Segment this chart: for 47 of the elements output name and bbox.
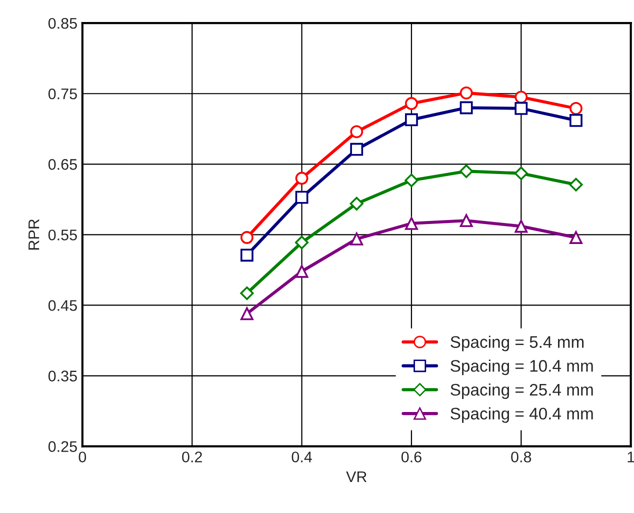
x-axis-title: VR	[346, 472, 367, 482]
x-tick-label: 0.8	[511, 452, 532, 462]
point	[240, 248, 254, 262]
point	[240, 307, 254, 320]
point	[405, 113, 418, 126]
y-tick-label: 0.85	[48, 18, 77, 29]
point	[570, 114, 582, 127]
legend-label: Spacing = 10.4 mm	[450, 360, 593, 376]
point	[240, 231, 254, 244]
point	[295, 190, 308, 204]
y-tick-label: 0.65	[48, 159, 77, 170]
y-axis-title: RPR	[28, 219, 40, 250]
point	[514, 220, 528, 233]
point	[350, 196, 364, 210]
x-tick-label: 0.4	[292, 452, 312, 462]
y-tick-label: 0.55	[48, 230, 77, 240]
point	[350, 142, 364, 156]
point	[404, 174, 418, 188]
legend-label: Spacing = 25.4 mm	[450, 383, 593, 399]
y-tick-label: 0.45	[48, 300, 77, 311]
point	[295, 264, 308, 278]
x-tick-label: 0.6	[401, 452, 422, 462]
legend-label: Spacing = 5.4 mm	[450, 336, 584, 352]
point	[460, 101, 473, 114]
point	[514, 90, 528, 104]
point	[405, 97, 418, 110]
point	[514, 102, 528, 115]
point	[295, 172, 308, 185]
point	[405, 216, 418, 230]
point	[350, 232, 364, 246]
legend-label: Spacing = 40.4 mm	[450, 407, 593, 423]
point	[570, 102, 582, 115]
x-tick-label: 0	[78, 452, 86, 462]
point	[514, 166, 528, 180]
y-tick-label: 0.35	[48, 370, 77, 382]
point	[294, 236, 309, 250]
x-tick-label: 1	[628, 452, 634, 462]
point	[460, 164, 474, 178]
point	[240, 286, 254, 300]
y-tick-label: 0.25	[48, 441, 77, 452]
y-tick-label: 0.75	[48, 88, 77, 100]
point	[350, 125, 364, 138]
point	[460, 214, 473, 228]
x-tick-label: 0.2	[182, 452, 202, 462]
point	[460, 86, 473, 100]
point	[570, 231, 582, 244]
point	[569, 178, 583, 192]
